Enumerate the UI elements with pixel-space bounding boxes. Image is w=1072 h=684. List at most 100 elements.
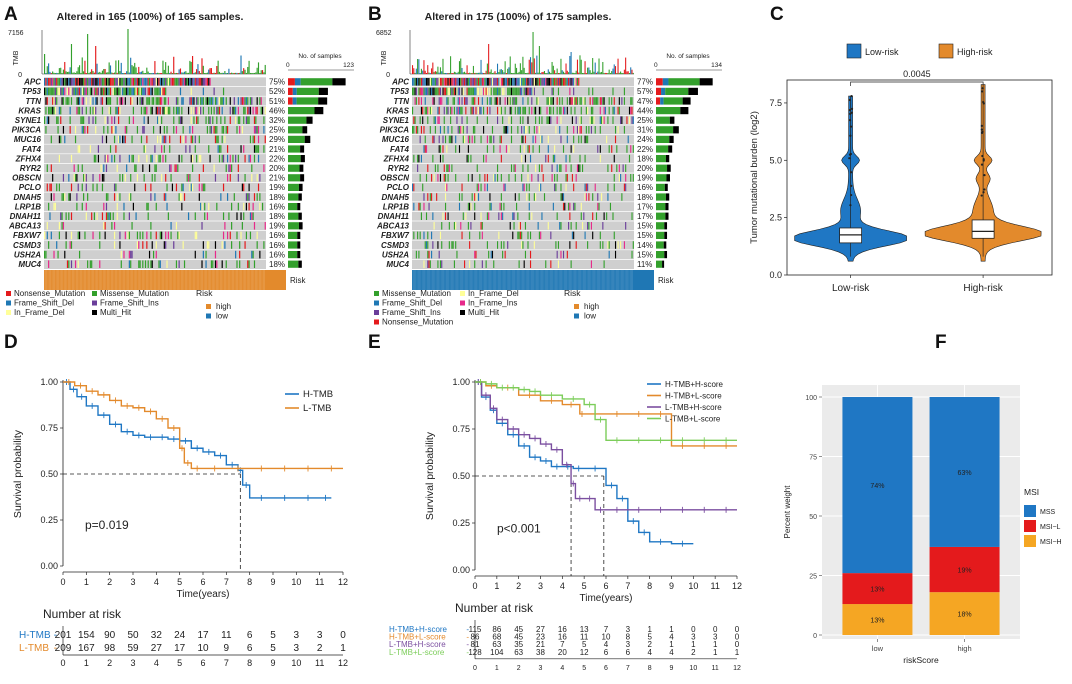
- tmb-bar: [182, 72, 184, 74]
- risk-table-x-tick: 5: [177, 658, 182, 668]
- tmb-bar: [105, 72, 108, 74]
- risk-table-cell: 5: [270, 630, 276, 641]
- mutation-cell: [210, 97, 213, 105]
- gene-label: LRP1B: [383, 202, 409, 211]
- mutation-cell: [101, 78, 104, 86]
- mutation-cell: [46, 183, 48, 192]
- tmb-bar: [122, 73, 124, 74]
- bar-axis-max: 123: [343, 62, 354, 69]
- mutation-cell: [612, 212, 614, 220]
- mutation-cell: [554, 145, 556, 153]
- x-tick-label: 6: [200, 577, 205, 587]
- risk-table-row-label: L-TMB: [19, 643, 49, 654]
- mutation-cell: [154, 164, 156, 172]
- sample-count-segment: [669, 116, 675, 124]
- mutation-cell: [109, 78, 112, 86]
- mutation-cell: [226, 126, 229, 134]
- tmb-axis-label: TMB: [381, 50, 388, 65]
- mutation-cell: [143, 78, 145, 86]
- mutation-cell: [466, 116, 468, 124]
- mutation-cell: [437, 164, 439, 172]
- legend-label: Missense_Mutation: [100, 289, 169, 298]
- mutation-cell: [142, 97, 144, 105]
- mutation-cell: [105, 212, 108, 220]
- x-tick-label: 5: [177, 577, 182, 587]
- mutation-cell: [527, 87, 529, 96]
- mutation-cell: [120, 78, 122, 86]
- mutation-cell: [593, 116, 595, 124]
- mutation-cell: [96, 78, 98, 86]
- mutation-cell: [524, 222, 527, 230]
- x-tick-label: low: [872, 644, 884, 653]
- mutation-cell: [256, 193, 258, 201]
- plot-frame: [786, 79, 1053, 276]
- mutation-cell: [620, 241, 622, 249]
- mutation-cell: [70, 241, 73, 249]
- mutation-cell: [221, 106, 223, 115]
- mutation-cell: [189, 183, 191, 192]
- mutation-cell: [216, 106, 218, 115]
- mutation-cell: [44, 250, 46, 259]
- mutation-cell: [490, 250, 492, 259]
- tmb-bar: [240, 55, 242, 74]
- tmb-bar: [413, 68, 415, 74]
- mutation-cell: [518, 193, 520, 201]
- mutation-cell: [208, 78, 210, 86]
- mutation-cell: [122, 87, 124, 96]
- mutation-cell: [493, 135, 495, 144]
- mutation-cell: [85, 212, 87, 220]
- mutation-cell: [140, 106, 143, 115]
- mutation-cell: [97, 145, 100, 153]
- mutation-cell: [502, 87, 504, 96]
- gene-label: APC: [23, 78, 41, 87]
- mutation-cell: [457, 87, 459, 96]
- tmb-bar: [599, 72, 601, 74]
- bar-segment: [842, 397, 913, 574]
- panel-letter-A: A: [4, 4, 18, 25]
- tmb-bar: [260, 70, 262, 74]
- tmb-bar: [618, 72, 620, 74]
- y-tick-label: 100: [805, 395, 817, 402]
- legend-label: MSS: [1040, 509, 1056, 516]
- sample-count-segment: [656, 107, 681, 115]
- mutation-cell: [109, 212, 112, 220]
- gene-percent: 47%: [637, 97, 653, 106]
- tmb-bar: [595, 72, 598, 74]
- tmb-bar: [100, 72, 102, 74]
- tmb-bar: [107, 72, 109, 74]
- mutation-cell: [422, 183, 424, 192]
- tmb-bar: [89, 71, 91, 74]
- mutation-cell: [74, 174, 77, 182]
- mutation-cell: [529, 87, 532, 96]
- mutation-cell: [510, 135, 513, 144]
- mutation-cell: [74, 260, 77, 268]
- mutation-cell: [100, 78, 102, 86]
- mutation-cell: [222, 183, 225, 192]
- mutation-cell: [48, 106, 50, 115]
- tmb-bar: [598, 58, 600, 74]
- risk-table-cell: 3: [713, 633, 718, 642]
- tmb-bar: [452, 72, 454, 74]
- mutation-cell: [590, 116, 592, 124]
- tmb-bar: [614, 66, 617, 74]
- gene-label: OBSCN: [12, 174, 41, 183]
- mutation-cell: [613, 154, 615, 163]
- mutation-cell: [83, 78, 85, 86]
- y-tick-label: 1.00: [40, 377, 58, 387]
- tmb-bar: [617, 58, 619, 74]
- mutation-cell: [527, 78, 529, 86]
- sample-count-segment: [288, 212, 299, 220]
- tmb-bar: [502, 70, 504, 74]
- mutation-cell: [81, 202, 83, 211]
- x-axis-label: Time(years): [580, 593, 633, 604]
- mutation-cell: [476, 164, 478, 172]
- tmb-bar: [593, 71, 595, 74]
- mutation-cell: [89, 78, 91, 86]
- mutation-cell: [499, 202, 501, 211]
- mutation-cell: [470, 106, 472, 115]
- mutation-cell: [437, 260, 439, 268]
- mutation-cell: [201, 222, 203, 230]
- risk-table-cell: 1: [669, 625, 674, 634]
- mutation-cell: [500, 241, 502, 249]
- gene-percent: 31%: [637, 126, 653, 135]
